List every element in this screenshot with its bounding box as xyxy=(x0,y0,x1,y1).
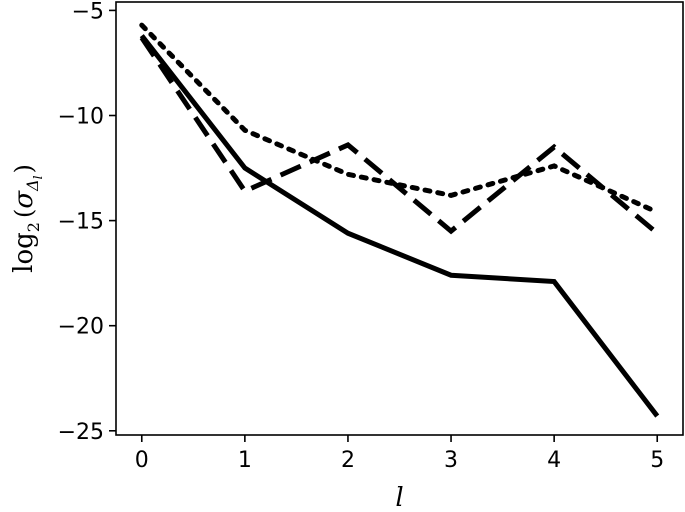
y-tick-label: −15 xyxy=(58,210,104,235)
x-tick-label: 1 xyxy=(238,448,252,473)
series-line-solid xyxy=(139,34,660,418)
y-tick-label: −25 xyxy=(58,420,104,445)
axes-layer: 0 1 2 3 4 5 −5 −10 −15 −20 −25 xyxy=(58,0,684,473)
x-axis-label: l xyxy=(395,483,403,512)
series-layer xyxy=(139,22,660,418)
series-line-dashed xyxy=(139,36,659,236)
y-tick-label: −5 xyxy=(72,0,104,24)
x-tick-label: 3 xyxy=(444,448,458,473)
y-axis-label: log2(σΔl) xyxy=(9,164,45,273)
y-tick-label: −10 xyxy=(58,105,104,130)
plot-frame xyxy=(115,1,684,436)
x-tick-label: 4 xyxy=(547,448,561,473)
y-axis-label-text: log2(σΔl) xyxy=(9,164,45,273)
x-tick-label: 5 xyxy=(650,448,664,473)
x-tick-label: 0 xyxy=(135,448,149,473)
series-line-dotted xyxy=(139,22,660,215)
x-tick-label: 2 xyxy=(341,448,355,473)
y-tick-label: −20 xyxy=(58,315,104,340)
